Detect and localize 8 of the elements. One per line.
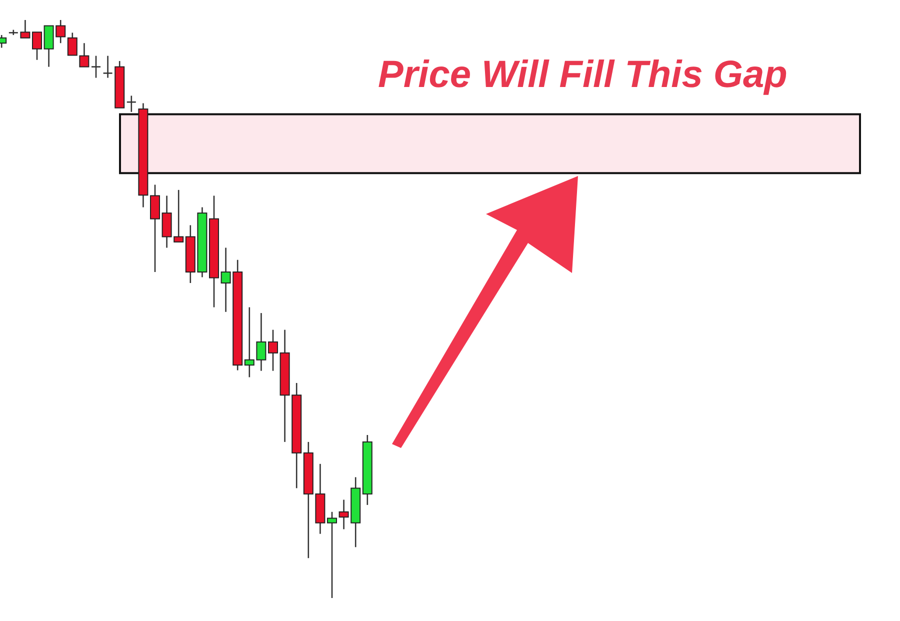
candlestick: [20, 20, 30, 39]
candlestick: [327, 511, 337, 598]
candlestick: [102, 55, 113, 78]
candlestick: [150, 184, 160, 273]
candlestick: [32, 31, 42, 61]
candlestick: [268, 329, 278, 372]
text: Price Will Fill This Gap: [378, 54, 788, 97]
candlestick: [90, 55, 102, 78]
